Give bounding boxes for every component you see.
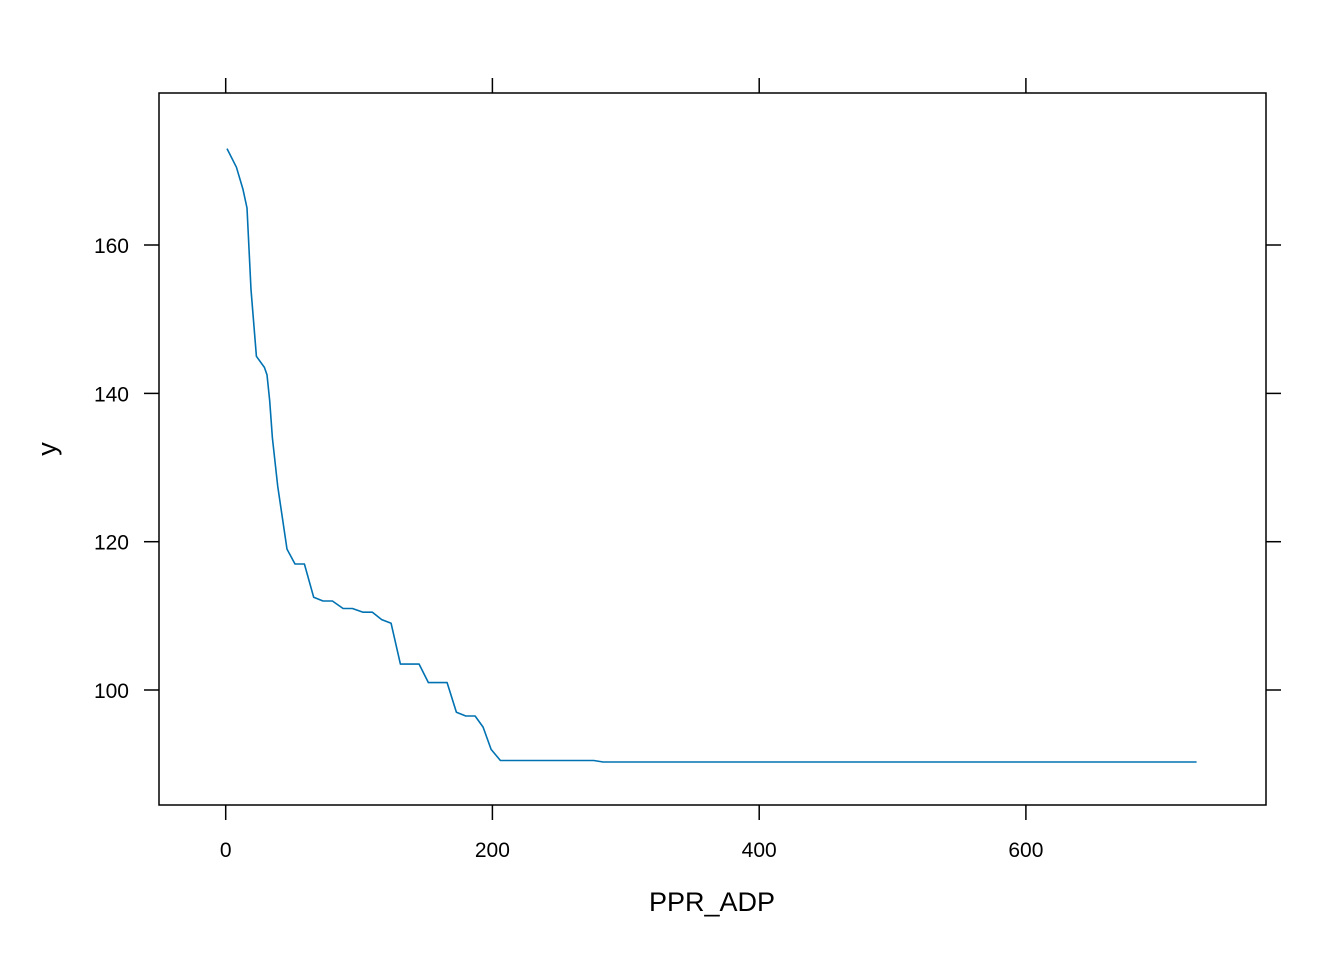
y-tick-label: 120 [94,532,129,555]
series-line [226,148,1197,763]
x-tick-label: 200 [475,839,510,862]
x-tick-label: 0 [220,839,232,862]
y-axis-title: y [32,442,62,456]
plot-frame [158,92,1267,806]
y-tick-label: 160 [94,235,129,258]
x-tick-label: 400 [742,839,777,862]
x-axis-title: PPR_ADP [649,887,775,917]
y-tick-label: 140 [94,383,129,406]
x-tick-label: 600 [1008,839,1043,862]
axis-ticks [144,78,1281,820]
axis-tick-labels: 0 200 400 600 100 120 140 160 [94,235,1043,862]
y-tick-label: 100 [94,680,129,703]
